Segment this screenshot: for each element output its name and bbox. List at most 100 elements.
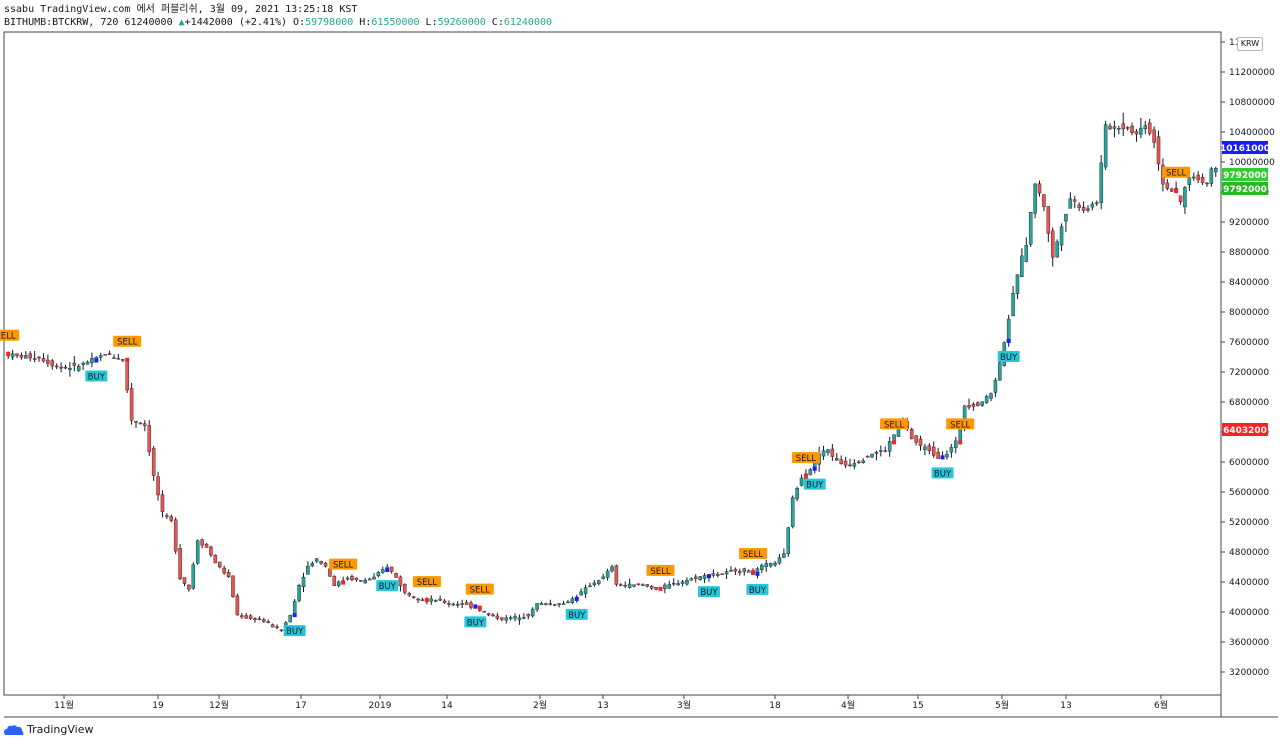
candle-body — [222, 567, 226, 574]
candle-body — [544, 603, 548, 605]
sell-signal[interactable] — [0, 329, 20, 341]
buy-signal[interactable] — [997, 350, 1020, 362]
buy-signal[interactable] — [746, 583, 769, 595]
candle-body — [918, 438, 923, 446]
candle-body — [971, 403, 976, 407]
candle-body — [337, 581, 341, 586]
candle-body — [28, 353, 32, 359]
signal-label: SELL — [884, 420, 905, 430]
sell-signal[interactable] — [465, 583, 494, 595]
candle-body — [279, 629, 284, 632]
change-up-icon: ▲ — [178, 17, 185, 28]
buy-signal[interactable] — [85, 370, 108, 382]
sell-signal[interactable] — [646, 564, 675, 576]
candle-body — [839, 459, 843, 464]
candle-body — [416, 598, 420, 601]
time-tick-label: 6월 — [1154, 699, 1168, 711]
sell-signal[interactable] — [412, 576, 441, 588]
sell-signal[interactable] — [791, 452, 820, 464]
candle-body — [1024, 245, 1029, 262]
candle-body — [874, 452, 879, 454]
buy-signal[interactable] — [803, 478, 826, 490]
candle-body — [226, 571, 231, 578]
candle-body — [1073, 199, 1077, 202]
buy-signal[interactable] — [697, 586, 720, 598]
candle-body — [143, 423, 147, 426]
candle-body — [1169, 188, 1174, 192]
candle-body — [733, 569, 738, 572]
candle-body — [420, 599, 425, 601]
candle-body — [724, 571, 729, 575]
currency-button[interactable]: KRW — [1237, 37, 1263, 51]
candle-body — [367, 578, 372, 581]
candle-body — [663, 584, 667, 589]
candle-body — [857, 461, 861, 464]
signal-label: SELL — [743, 550, 764, 560]
candle-body — [601, 576, 605, 579]
candle-body — [861, 460, 865, 463]
high-value: 61550000 — [371, 17, 420, 28]
candle-body — [760, 564, 764, 571]
candle-body — [764, 563, 768, 567]
candle-body — [808, 469, 813, 476]
buy-signal[interactable] — [565, 608, 588, 620]
signal-label: BUY — [467, 618, 485, 628]
buy-signal[interactable] — [931, 467, 954, 479]
sell-signal[interactable] — [946, 418, 975, 430]
candle-body — [1086, 208, 1090, 211]
sell-signal[interactable] — [329, 558, 358, 570]
candle-body — [689, 578, 694, 581]
candle-body — [394, 573, 398, 578]
price-badge-label: 9792000 — [1223, 185, 1267, 195]
signal-label: SELL — [470, 586, 491, 596]
candle-body — [702, 575, 707, 579]
candle-body — [63, 366, 68, 369]
candle-body — [376, 572, 381, 577]
open-value: 59798000 — [305, 17, 354, 28]
candle-body — [676, 583, 680, 586]
candle-body — [1028, 212, 1033, 245]
open-label: O: — [293, 17, 306, 28]
price-badge-label: 6403200 — [1223, 426, 1267, 436]
buy-signal[interactable] — [464, 616, 487, 628]
candle-body — [1192, 176, 1196, 179]
candle-body — [1165, 182, 1170, 189]
candle-body — [169, 516, 174, 521]
signal-marker — [706, 574, 711, 579]
sell-signal[interactable] — [880, 418, 909, 430]
candle-body — [931, 446, 936, 456]
candle-body — [403, 584, 407, 593]
symbol-name: BITHUMB:BTCKRW, 720 — [4, 17, 119, 28]
signal-label: BUY — [88, 372, 106, 382]
time-axis[interactable]: 11월 19 12월 17 2019 14 2월 13 3월 18 4월 15 5월 13 6월 — [54, 695, 1168, 711]
candle-body — [583, 587, 588, 594]
candle-body — [460, 603, 464, 605]
time-tick-label: 18 — [769, 701, 781, 711]
time-tick-label: 2019 — [369, 701, 392, 711]
sell-signal[interactable] — [113, 335, 142, 347]
candle-body — [989, 393, 993, 399]
time-tick-label: 14 — [441, 701, 453, 711]
signal-marker — [292, 613, 297, 618]
sell-signal[interactable] — [1162, 166, 1191, 178]
candle-body — [85, 361, 90, 365]
candle-body — [37, 356, 41, 359]
price-tick-label: 7200000 — [1229, 368, 1269, 378]
candle-body — [1020, 255, 1024, 278]
price-badge-label: 9792000 — [1223, 171, 1267, 181]
candle-body — [310, 563, 315, 567]
signal-marker — [812, 466, 817, 471]
tradingview-logo[interactable]: TradingView — [4, 723, 93, 736]
buy-signal[interactable] — [376, 580, 399, 592]
signal-marker — [424, 598, 429, 603]
candle-body — [442, 600, 447, 604]
price-axis[interactable]: 1111200000108000001040000010000000960000… — [1221, 38, 1275, 678]
candle-body — [81, 362, 85, 365]
sell-signal[interactable] — [739, 547, 768, 559]
candle-body — [830, 448, 835, 457]
signal-marker — [477, 605, 482, 610]
candle-body — [1121, 123, 1125, 130]
buy-signal[interactable] — [283, 625, 306, 637]
signal-marker — [751, 569, 756, 574]
